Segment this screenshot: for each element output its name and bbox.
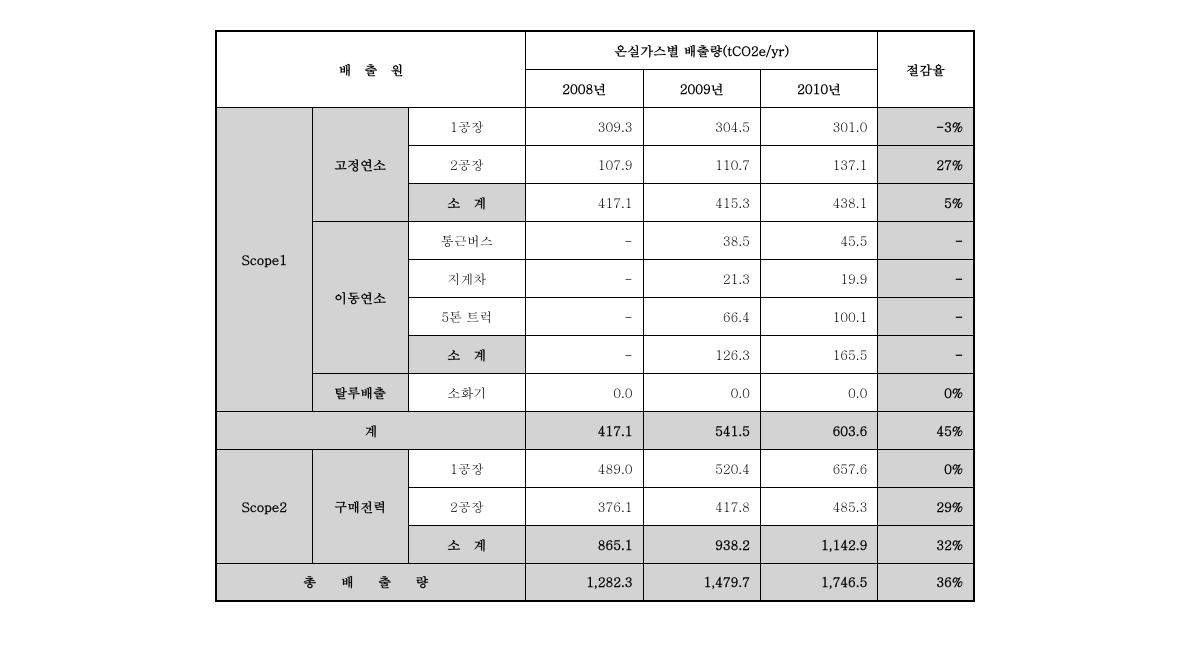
cell-2009: 1,479.7 — [643, 563, 760, 601]
cell-2010: 165.5 — [760, 335, 877, 373]
cell-2008: 107.9 — [526, 145, 643, 183]
cell-rate: 32% — [878, 525, 974, 563]
cell-2010: 137.1 — [760, 145, 877, 183]
cell-2008: - — [526, 221, 643, 259]
cell-rate: 27% — [878, 145, 974, 183]
cell-2010: 1,142.9 — [760, 525, 877, 563]
cell-2008: - — [526, 297, 643, 335]
scope2-label: Scope2 — [216, 449, 312, 563]
cell-2010: 19.9 — [760, 259, 877, 297]
cell-label: 소화기 — [408, 373, 525, 411]
cell-2009: 541.5 — [643, 411, 760, 449]
cell-2010: 603.6 — [760, 411, 877, 449]
cell-rate: - — [878, 221, 974, 259]
cell-2009: 415.3 — [643, 183, 760, 221]
scope1-total-label: 계 — [216, 411, 526, 449]
cell-label: 지게차 — [408, 259, 525, 297]
cell-rate: 36% — [878, 563, 974, 601]
header-rate: 절감율 — [878, 31, 974, 107]
cell-label: 1공장 — [408, 449, 525, 487]
cell-2010: 657.6 — [760, 449, 877, 487]
cell-2008: - — [526, 335, 643, 373]
row-grand-total: 총 배 출 량 1,282.3 1,479.7 1,746.5 36% — [216, 563, 974, 601]
cell-rate: 0% — [878, 373, 974, 411]
cell-label: 소 계 — [408, 183, 525, 221]
emissions-table: 배 출 원 온실가스별 배출량(tCO2e/yr) 절감율 2008년 2009… — [215, 30, 975, 602]
cell-label: 소 계 — [408, 525, 525, 563]
header-emissions-group: 온실가스별 배출량(tCO2e/yr) — [526, 31, 878, 69]
cell-label: 소 계 — [408, 335, 525, 373]
cell-2009: 110.7 — [643, 145, 760, 183]
cell-2008: 376.1 — [526, 487, 643, 525]
header-row-1: 배 출 원 온실가스별 배출량(tCO2e/yr) 절감율 — [216, 31, 974, 69]
cell-2010: 1,746.5 — [760, 563, 877, 601]
cell-rate: - — [878, 297, 974, 335]
scope1-fugitive-label: 탈루배출 — [312, 373, 408, 411]
header-2010: 2010년 — [760, 69, 877, 107]
row-scope1-mobile-bus: 이동연소 통근버스 - 38.5 45.5 - — [216, 221, 974, 259]
cell-2008: - — [526, 259, 643, 297]
cell-label: 5톤 트럭 — [408, 297, 525, 335]
cell-label: 통근버스 — [408, 221, 525, 259]
cell-2009: 21.3 — [643, 259, 760, 297]
row-scope1-fixed-plant1: Scope1 고정연소 1공장 309.3 304.5 301.0 -3% — [216, 107, 974, 145]
cell-2009: 38.5 — [643, 221, 760, 259]
grand-total-label: 총 배 출 량 — [216, 563, 526, 601]
cell-2009: 304.5 — [643, 107, 760, 145]
scope1-mobile-label: 이동연소 — [312, 221, 408, 373]
cell-2010: 485.3 — [760, 487, 877, 525]
cell-rate: 29% — [878, 487, 974, 525]
cell-2009: 0.0 — [643, 373, 760, 411]
scope2-power-label: 구매전력 — [312, 449, 408, 563]
cell-2008: 865.1 — [526, 525, 643, 563]
cell-2008: 1,282.3 — [526, 563, 643, 601]
cell-label: 2공장 — [408, 487, 525, 525]
cell-2010: 301.0 — [760, 107, 877, 145]
cell-2008: 0.0 — [526, 373, 643, 411]
cell-2008: 417.1 — [526, 183, 643, 221]
cell-rate: 5% — [878, 183, 974, 221]
cell-2010: 0.0 — [760, 373, 877, 411]
cell-rate: 0% — [878, 449, 974, 487]
cell-2008: 489.0 — [526, 449, 643, 487]
header-2008: 2008년 — [526, 69, 643, 107]
header-2009: 2009년 — [643, 69, 760, 107]
cell-2010: 100.1 — [760, 297, 877, 335]
cell-2008: 309.3 — [526, 107, 643, 145]
scope1-fixed-label: 고정연소 — [312, 107, 408, 221]
scope1-label: Scope1 — [216, 107, 312, 411]
cell-2009: 66.4 — [643, 297, 760, 335]
row-scope1-total: 계 417.1 541.5 603.6 45% — [216, 411, 974, 449]
cell-2010: 438.1 — [760, 183, 877, 221]
cell-label: 2공장 — [408, 145, 525, 183]
cell-2009: 126.3 — [643, 335, 760, 373]
row-scope2-plant1: Scope2 구매전력 1공장 489.0 520.4 657.6 0% — [216, 449, 974, 487]
row-scope1-fugitive: 탈루배출 소화기 0.0 0.0 0.0 0% — [216, 373, 974, 411]
cell-rate: - — [878, 335, 974, 373]
cell-rate: - — [878, 259, 974, 297]
cell-2009: 938.2 — [643, 525, 760, 563]
cell-rate: 45% — [878, 411, 974, 449]
cell-2010: 45.5 — [760, 221, 877, 259]
cell-label: 1공장 — [408, 107, 525, 145]
header-source: 배 출 원 — [216, 31, 526, 107]
cell-rate: -3% — [878, 107, 974, 145]
cell-2008: 417.1 — [526, 411, 643, 449]
cell-2009: 417.8 — [643, 487, 760, 525]
cell-2009: 520.4 — [643, 449, 760, 487]
